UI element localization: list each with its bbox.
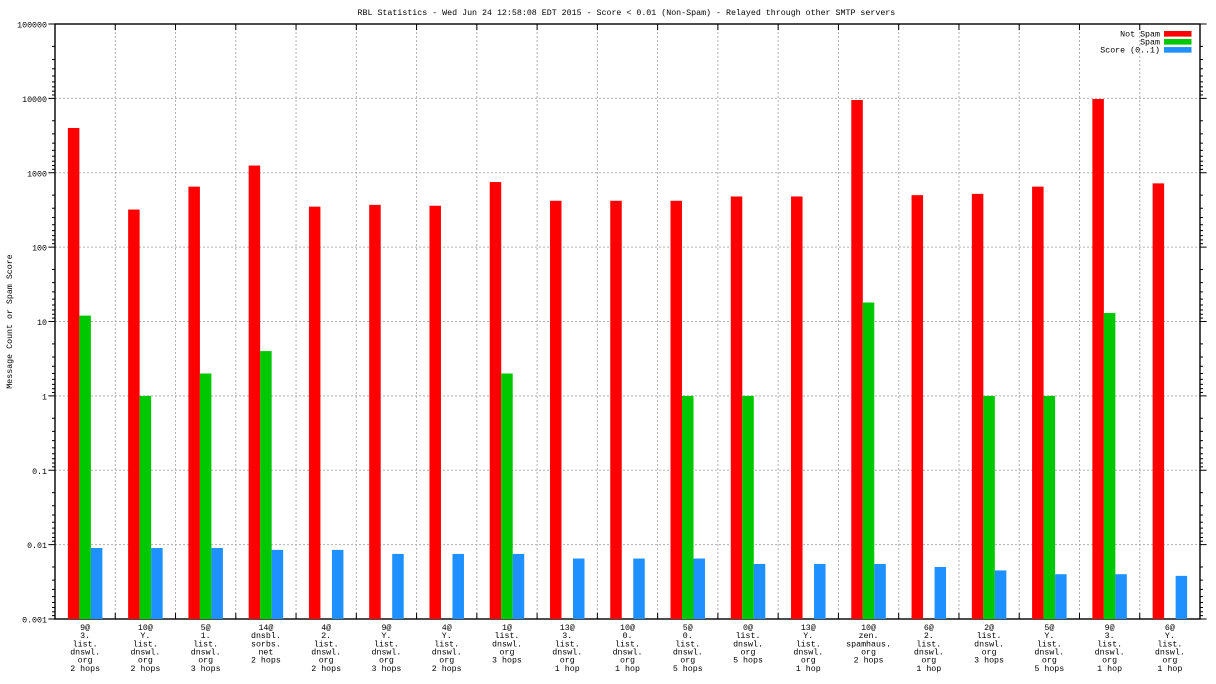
svg-text:0.01: 0.01 — [27, 542, 47, 551]
svg-text:10000: 10000 — [22, 96, 47, 105]
svg-text:Message Count or Spam Score: Message Count or Spam Score — [6, 254, 15, 388]
svg-text:Score (0..1): Score (0..1) — [1100, 46, 1160, 56]
svg-text:100000: 100000 — [17, 22, 47, 31]
svg-text:100: 100 — [32, 245, 47, 254]
svg-text:0.001: 0.001 — [22, 617, 47, 626]
svg-text:1000: 1000 — [27, 170, 47, 179]
svg-text:10: 10 — [37, 319, 47, 328]
svg-text:0.1: 0.1 — [32, 468, 47, 477]
svg-text:RBL Statistics - Wed Jun 24 12: RBL Statistics - Wed Jun 24 12:58:08 EDT… — [358, 8, 896, 18]
svg-text:1: 1 — [42, 393, 47, 402]
